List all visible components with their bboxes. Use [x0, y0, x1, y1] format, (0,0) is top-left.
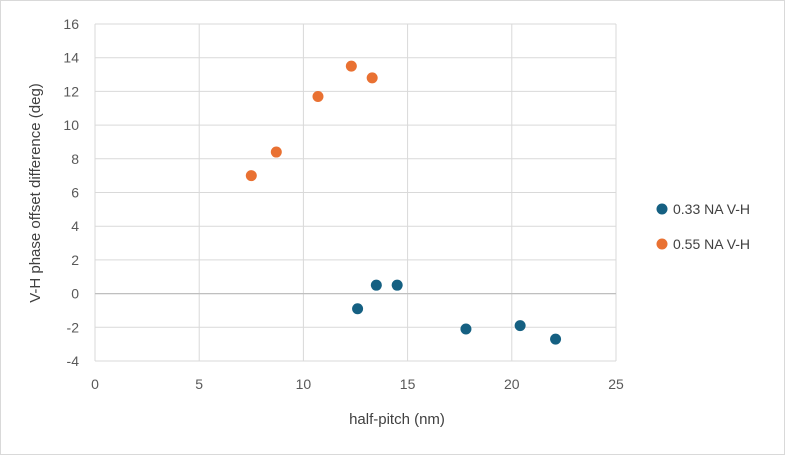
y-tick-label: 14 [63, 50, 79, 66]
data-point-series-1 [460, 323, 472, 335]
y-tick-label: 12 [63, 83, 79, 99]
x-tick-label: 10 [296, 376, 312, 392]
data-point-series-1 [352, 303, 364, 315]
legend-marker [656, 203, 668, 215]
y-axis-label: V-H phase offset difference (deg) [27, 83, 44, 303]
y-tick-label: 10 [63, 117, 79, 133]
legend-label: 0.33 NA V-H [673, 201, 750, 217]
data-point-series-1 [370, 279, 382, 291]
data-point-series-1 [550, 333, 562, 345]
x-tick-label: 15 [400, 376, 416, 392]
y-tick-label: 16 [63, 16, 79, 32]
y-tick-label: 8 [71, 151, 79, 167]
axes: 0 5 10 15 20 25 -4 -2 0 2 4 6 8 10 12 14 16 [63, 16, 624, 392]
x-tick-label: 5 [195, 376, 203, 392]
y-tick-label: -4 [67, 353, 80, 369]
y-tick-label: 6 [71, 185, 79, 201]
x-tick-label: 20 [504, 376, 520, 392]
data-point-series-1 [514, 320, 526, 332]
data-point-series-2 [345, 60, 357, 72]
data-point-series-1 [391, 279, 403, 291]
data-point-series-2 [270, 146, 282, 158]
x-axis-label: half-pitch (nm) [349, 411, 445, 428]
y-tick-label: 0 [71, 286, 79, 302]
y-tick-label: 2 [71, 252, 79, 268]
y-tick-label: 4 [71, 218, 79, 234]
gridlines [94, 23, 617, 362]
data-point-series-2 [366, 72, 378, 84]
data-point-series-2 [312, 90, 324, 102]
data-points [245, 60, 562, 345]
y-tick-label: -2 [67, 319, 80, 335]
x-tick-label: 0 [91, 376, 99, 392]
legend-marker [656, 238, 668, 250]
legend: 0.33 NA V-H 0.55 NA V-H [656, 201, 750, 252]
x-tick-label: 25 [608, 376, 624, 392]
data-point-series-2 [245, 170, 257, 182]
legend-label: 0.55 NA V-H [673, 236, 750, 252]
